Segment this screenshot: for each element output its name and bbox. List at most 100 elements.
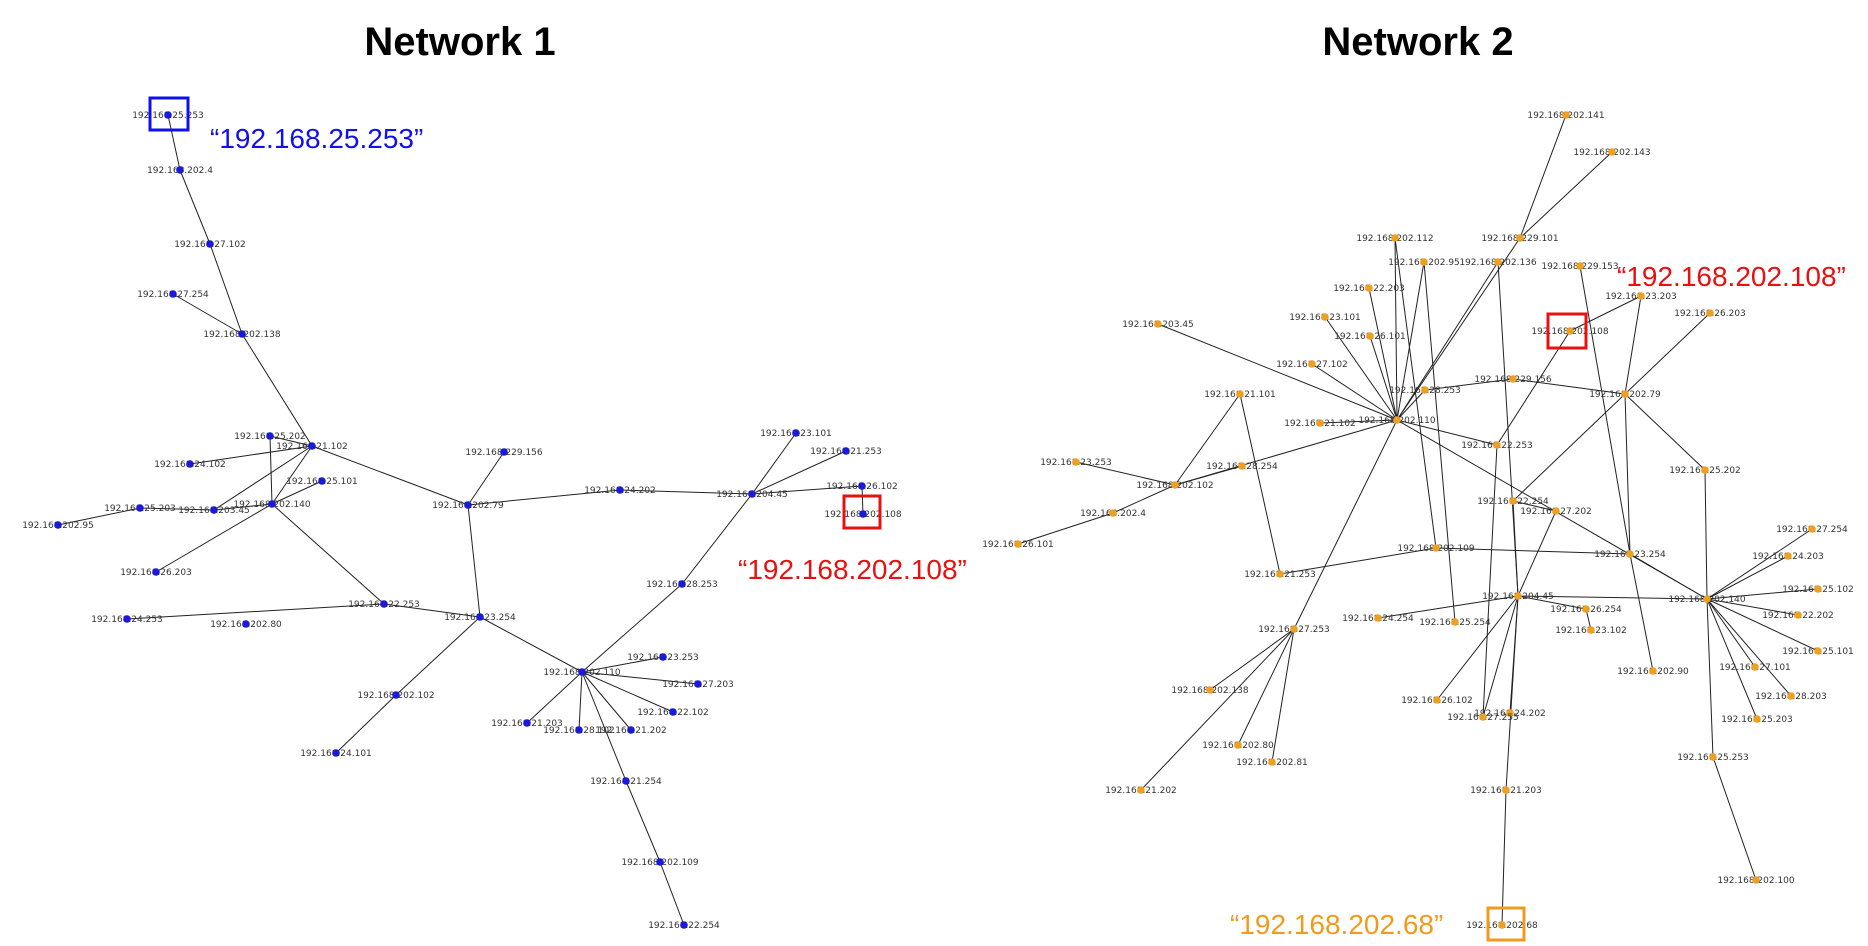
network-node[interactable] [842, 447, 850, 455]
network-node[interactable] [242, 620, 250, 628]
network-node[interactable] [1562, 111, 1570, 119]
network-node[interactable] [176, 166, 184, 174]
network-node[interactable] [1479, 713, 1487, 721]
network-node[interactable] [1433, 696, 1441, 704]
network-node[interactable] [616, 486, 624, 494]
network-node[interactable] [680, 921, 688, 929]
network-node[interactable] [1268, 758, 1276, 766]
network-node[interactable] [1420, 258, 1428, 266]
network-node[interactable] [54, 521, 62, 529]
network-node[interactable] [1493, 441, 1501, 449]
network-node[interactable] [500, 448, 508, 456]
network-node[interactable] [1576, 262, 1584, 270]
network-node[interactable] [1236, 390, 1244, 398]
network-node[interactable] [1502, 786, 1510, 794]
network-node[interactable] [678, 580, 686, 588]
network-node[interactable] [792, 429, 800, 437]
network-node[interactable] [575, 726, 583, 734]
network-node[interactable] [1621, 390, 1629, 398]
network-node[interactable] [1784, 552, 1792, 560]
network-node[interactable] [1171, 481, 1179, 489]
network-node[interactable] [1608, 148, 1616, 156]
network-node[interactable] [1421, 386, 1429, 394]
network-node[interactable] [1393, 416, 1401, 424]
network-node[interactable] [1626, 550, 1634, 558]
network-node[interactable] [1109, 509, 1117, 517]
network-node[interactable] [578, 668, 586, 676]
network-node[interactable] [1649, 667, 1657, 675]
network-node[interactable] [1751, 663, 1759, 671]
network-node[interactable] [659, 653, 667, 661]
network-node[interactable] [1498, 921, 1506, 929]
network-node[interactable] [627, 726, 635, 734]
network-node[interactable] [210, 506, 218, 514]
network-node[interactable] [1137, 786, 1145, 794]
network-node[interactable] [1808, 525, 1816, 533]
network-node[interactable] [464, 501, 472, 509]
network-node[interactable] [1366, 332, 1374, 340]
network-node[interactable] [523, 719, 531, 727]
network-node[interactable] [656, 858, 664, 866]
network-node[interactable] [268, 500, 276, 508]
network-node[interactable] [164, 111, 172, 119]
network-node[interactable] [1752, 876, 1760, 884]
network-node[interactable] [1014, 540, 1022, 548]
network-node[interactable] [622, 777, 630, 785]
network-node[interactable] [123, 615, 131, 623]
network-node[interactable] [1506, 709, 1514, 717]
network-node[interactable] [1432, 544, 1440, 552]
network-node[interactable] [694, 680, 702, 688]
network-node[interactable] [1206, 686, 1214, 694]
network-node[interactable] [476, 613, 484, 621]
network-node[interactable] [380, 600, 388, 608]
network-node[interactable] [1234, 741, 1242, 749]
network-node[interactable] [1516, 234, 1524, 242]
network-node[interactable] [392, 691, 400, 699]
network-node[interactable] [669, 708, 677, 716]
network-node[interactable] [318, 477, 326, 485]
network-node[interactable] [308, 442, 316, 450]
network-node[interactable] [1509, 375, 1517, 383]
network-node[interactable] [1794, 611, 1802, 619]
network-node[interactable] [1276, 570, 1284, 578]
network-node[interactable] [1509, 497, 1517, 505]
network-node[interactable] [1374, 614, 1382, 622]
network-node[interactable] [169, 290, 177, 298]
network-node[interactable] [1290, 625, 1298, 633]
network-node[interactable] [1321, 313, 1329, 321]
network-node[interactable] [1365, 284, 1373, 292]
network-node[interactable] [858, 482, 866, 490]
network-node[interactable] [1703, 595, 1711, 603]
network-node[interactable] [1706, 309, 1714, 317]
network-node[interactable] [136, 504, 144, 512]
network-node[interactable] [1316, 419, 1324, 427]
network-node[interactable] [266, 432, 274, 440]
network-node[interactable] [1451, 618, 1459, 626]
network-node[interactable] [152, 568, 160, 576]
network-node[interactable] [1701, 466, 1709, 474]
network-node[interactable] [1637, 292, 1645, 300]
network-node[interactable] [1552, 507, 1560, 515]
network-node[interactable] [748, 490, 756, 498]
network-node[interactable] [1154, 320, 1162, 328]
network-node[interactable] [206, 240, 214, 248]
network-node[interactable] [1814, 585, 1822, 593]
network-node[interactable] [1709, 753, 1717, 761]
network-edge [581, 671, 632, 731]
network-node[interactable] [332, 749, 340, 757]
network-node[interactable] [238, 330, 246, 338]
network-node[interactable] [1238, 462, 1246, 470]
network-node[interactable] [1753, 715, 1761, 723]
network-node[interactable] [1566, 327, 1574, 335]
network-node[interactable] [1587, 626, 1595, 634]
network-node[interactable] [1582, 605, 1590, 613]
network-node[interactable] [1072, 458, 1080, 466]
network-node[interactable] [1494, 258, 1502, 266]
network-node[interactable] [186, 460, 194, 468]
network-node[interactable] [859, 510, 867, 518]
network-node[interactable] [1391, 234, 1399, 242]
network-node[interactable] [1814, 647, 1822, 655]
network-node[interactable] [1308, 360, 1316, 368]
network-node[interactable] [1787, 692, 1795, 700]
network-node[interactable] [1514, 592, 1522, 600]
